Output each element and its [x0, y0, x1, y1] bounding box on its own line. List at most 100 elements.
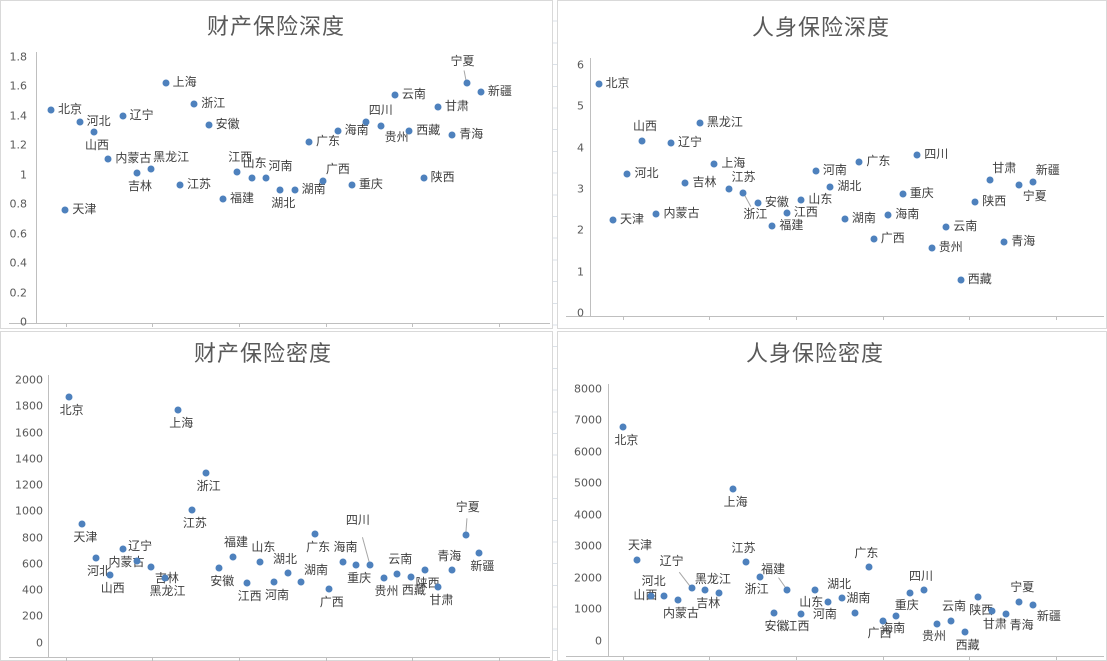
data-point-label: 广西 — [325, 162, 350, 176]
data-point — [797, 610, 805, 618]
data-point-label: 宁夏 — [1010, 580, 1035, 595]
data-point — [633, 556, 641, 564]
data-point — [638, 137, 646, 145]
data-point-label: 陕西 — [415, 576, 440, 591]
x-axis-line — [566, 316, 1104, 317]
y-tick-label: 1800 — [15, 399, 43, 413]
y-tick-label: 6000 — [574, 445, 602, 459]
data-point — [879, 617, 887, 625]
data-point-label: 安徽 — [215, 116, 240, 131]
x-axis-tick — [969, 656, 970, 660]
data-point-label: 陕西 — [969, 603, 994, 618]
data-point — [729, 485, 737, 493]
data-point — [334, 127, 342, 135]
chart-panel-life-insurance-density[interactable]: 人身保险密度 8000 7000 6000 5000 4000 3000 2000 1000 0 北… — [557, 331, 1107, 661]
data-point — [475, 549, 483, 557]
x-axis-tick — [1056, 656, 1057, 660]
data-point-label: 湖北 — [837, 179, 862, 194]
x-axis-line — [566, 656, 1104, 657]
data-point-label: 新疆 — [1036, 608, 1061, 623]
data-point — [297, 578, 305, 586]
y-tick-label: 1400 — [15, 452, 43, 466]
data-point-label: 云南 — [953, 218, 978, 233]
data-point-label: 贵州 — [374, 583, 399, 598]
y-tick-label: 5 — [577, 99, 584, 113]
data-point — [276, 186, 284, 194]
data-point — [688, 584, 696, 592]
data-point-label: 江西 — [793, 204, 818, 219]
data-point — [325, 585, 333, 593]
data-point — [119, 545, 127, 553]
data-point-label: 青海 — [459, 127, 484, 142]
y-tick-label: 1.2 — [9, 138, 28, 152]
data-point-label: 浙江 — [201, 96, 226, 111]
data-point — [434, 583, 442, 591]
data-point — [47, 106, 55, 114]
data-point — [161, 574, 169, 582]
y-tick-label: 800 — [22, 531, 43, 545]
y-tick-label: 0 — [36, 636, 43, 650]
chart-title: 人身保险密度 — [745, 342, 885, 367]
data-point-label: 上海 — [721, 156, 746, 171]
chart-panel-life-insurance-depth[interactable]: 人身保险深度 6 5 4 3 2 1 0 北京 天津 河北 山西 内蒙古 辽宁 吉林 黑龙江 上海 江苏 浙江 安徽福… — [557, 0, 1107, 329]
data-point — [899, 190, 907, 198]
data-point — [961, 628, 969, 636]
data-point — [811, 586, 818, 594]
x-axis-tick — [499, 323, 500, 327]
data-point — [770, 609, 778, 617]
data-point — [462, 531, 470, 539]
data-point — [352, 561, 360, 569]
data-point-label: 天津 — [72, 202, 97, 217]
y-tick-label: 4000 — [574, 508, 602, 522]
data-point — [957, 276, 965, 284]
data-point-label: 陕西 — [982, 194, 1007, 209]
data-point — [865, 563, 873, 571]
data-point — [377, 122, 385, 130]
chart-panel-property-insurance-depth[interactable]: 财产保险深度 1.8 1.6 1.4 1.2 1 0.8 0.6 0.4 0.2 0 北京 天津 河北 山西… — [0, 0, 553, 329]
data-point-label: 辽宁 — [128, 538, 153, 553]
data-point-label: 广东 — [866, 153, 891, 168]
y-axis-line — [36, 52, 37, 323]
data-point-label: 福建 — [779, 218, 804, 233]
data-point — [477, 88, 485, 96]
data-point-label: 甘肃 — [992, 161, 1017, 176]
data-point — [812, 167, 820, 175]
data-point — [162, 79, 170, 87]
data-point-label: 宁夏 — [455, 500, 480, 515]
data-point — [380, 574, 388, 582]
x-axis-tick — [499, 657, 500, 661]
data-point — [739, 189, 747, 197]
y-axis-line — [48, 375, 49, 657]
data-point-label: 广东 — [315, 134, 340, 149]
data-point-label: 福建 — [761, 562, 786, 577]
data-point — [855, 158, 863, 166]
data-point — [652, 210, 660, 218]
y-tick-label: 3 — [577, 182, 584, 196]
data-point-label: 河北 — [87, 564, 112, 578]
data-point — [947, 617, 955, 625]
x-axis-tick — [412, 657, 413, 661]
x-axis-tick — [412, 323, 413, 327]
x-axis-tick — [152, 323, 153, 327]
data-point-label: 山西 — [84, 138, 109, 153]
x-axis-tick — [796, 656, 797, 660]
y-tick-label: 0.4 — [9, 256, 28, 270]
data-point — [119, 112, 127, 120]
data-point — [270, 578, 278, 586]
data-point — [933, 620, 941, 628]
data-point-label: 江苏 — [731, 170, 756, 185]
y-tick-label: 1.4 — [9, 109, 28, 123]
chart-panel-property-insurance-density[interactable]: 财产保险密度 2000 1800 1600 1400 1200 1000 800 600 400 2… — [0, 331, 553, 661]
data-point-label: 河南 — [822, 162, 847, 177]
data-point-label: 西藏 — [967, 271, 992, 286]
data-point — [174, 406, 182, 414]
y-tick-label: 1200 — [15, 478, 43, 492]
data-point — [841, 215, 849, 223]
data-point — [667, 139, 675, 147]
y-tick-label: 400 — [22, 583, 43, 597]
data-point — [229, 553, 237, 561]
data-point-label: 西藏 — [401, 583, 426, 598]
data-point-label: 浙江 — [744, 581, 769, 596]
data-point-label: 湖北 — [273, 552, 298, 567]
